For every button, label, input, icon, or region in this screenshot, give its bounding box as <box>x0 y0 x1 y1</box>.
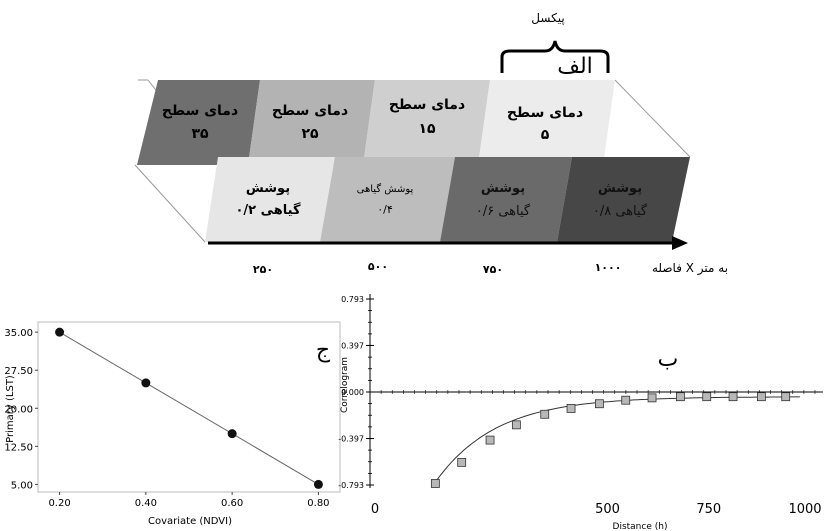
lst-value-2: ۲۵ <box>301 126 319 142</box>
right-data-point <box>621 395 631 405</box>
right-data-point <box>702 392 712 402</box>
ndvi-line2-2: ۰/۴ <box>377 203 393 216</box>
right-data-point <box>781 392 791 402</box>
axis-tick-250: ۲۵۰ <box>253 263 273 276</box>
right-model-curve <box>434 396 800 483</box>
left-y-tick-label: 5.00 <box>11 480 33 491</box>
left-x-tick-label: 0.40 <box>135 498 157 509</box>
right-x-axis: 0 500 750 1000 <box>371 502 822 517</box>
right-data-point <box>457 457 467 467</box>
left-y-tick-label: 35.00 <box>4 328 33 339</box>
left-x-tick-label: 0.60 <box>221 498 243 509</box>
ndvi-line2-1: گیاهی ۰/۲ <box>235 202 301 218</box>
left-y-tick-label: 27.50 <box>4 366 33 377</box>
right-data-point <box>595 399 604 409</box>
ndvi-cell-08 <box>557 157 690 242</box>
right-data-point <box>485 435 495 445</box>
arrow-head-icon <box>672 236 688 250</box>
ndvi-line1-3: پوشش <box>481 181 525 196</box>
lst-cell-25 <box>248 80 375 165</box>
ndvi-lst-scatter-chart: 5.00 12.50 20.00 27.50 35.00 0.20 0.40 0.60 0.8… <box>4 321 341 527</box>
lst-cell-35 <box>137 80 260 165</box>
lst-cell-5 <box>478 80 615 165</box>
axis-tick-750: ۷۵۰ <box>483 263 503 276</box>
right-data-point <box>540 409 550 419</box>
left-chart-frame <box>37 321 341 493</box>
right-data-point <box>728 392 738 402</box>
upper-row: دمای سطح ۳۵ دمای سطح ۲۵ دمای سطح ۱۵ دمای… <box>137 80 615 165</box>
left-plot-area <box>55 327 323 489</box>
pixel-label: پیکسل <box>531 11 564 25</box>
right-plot-area <box>430 392 800 488</box>
label-alef: الف <box>557 54 593 79</box>
left-data-point <box>141 378 151 388</box>
left-data-point <box>55 327 65 337</box>
right-x-tick-label: 750 <box>696 502 721 517</box>
left-y-axis: 5.00 12.50 20.00 27.50 35.00 <box>4 328 38 491</box>
right-y-tick-label: 0.000 <box>341 388 364 397</box>
left-trend-line <box>59 331 319 485</box>
left-y-axis-label: Primary (LST) <box>5 375 16 443</box>
left-y-tick-label: 12.50 <box>4 442 33 453</box>
right-y-tick-label: 0.397 <box>341 341 364 350</box>
right-x-tick-label: 1000 <box>788 502 821 517</box>
pixel-brace <box>500 40 610 73</box>
right-data-point <box>566 404 576 413</box>
label-jim: ج <box>316 338 331 363</box>
right-data-point <box>757 392 766 402</box>
lst-title-1: دمای سطح <box>162 103 238 119</box>
label-be: ب <box>658 347 679 372</box>
lst-cell-15 <box>363 80 490 165</box>
lst-value-4: ۵ <box>541 127 550 143</box>
left-x-tick-label: 0.80 <box>307 498 329 509</box>
right-x-axis-label: Distance (h) <box>613 522 668 531</box>
lower-row: پوشش گیاهی ۰/۲ پوشش گیاهی ۰/۴ پوشش گیاهی… <box>205 157 690 242</box>
axis-tick-500: ۵۰۰ <box>368 260 388 273</box>
axis-tick-1000: ۱۰۰۰ <box>595 261 622 274</box>
lst-title-4: دمای سطح <box>507 105 583 121</box>
right-y-tick-label: -0.397 <box>338 435 364 444</box>
left-y-tick-label: 20.00 <box>4 404 33 415</box>
left-data-point <box>227 429 237 439</box>
right-y-axis-label: Correlogram <box>340 357 350 413</box>
right-data-point <box>430 479 440 488</box>
right-data-point <box>647 393 657 403</box>
right-data-point <box>511 420 521 430</box>
right-y-tick-label: -0.793 <box>338 481 364 490</box>
right-data-point <box>676 392 685 402</box>
left-x-axis-label: Covariate (NDVI) <box>148 516 232 527</box>
ndvi-cell-06 <box>440 157 572 242</box>
left-data-point <box>313 479 323 489</box>
ndvi-line1-1: پوشش <box>246 181 290 196</box>
ndvi-line1-2: پوشش گیاهی <box>357 183 414 195</box>
lst-value-1: ۳۵ <box>191 126 209 142</box>
lst-title-3: دمای سطح <box>389 97 465 113</box>
left-x-tick-label: 0.20 <box>48 498 70 509</box>
lst-value-3: ۱۵ <box>418 121 436 137</box>
ndvi-line2-4: گیاهی ۰/۸ <box>593 203 648 219</box>
ndvi-cell-04 <box>320 157 455 242</box>
ndvi-line2-3: گیاهی ۰/۶ <box>476 203 531 219</box>
right-axes <box>368 294 823 488</box>
right-x-tick-label: 0 <box>371 502 379 517</box>
left-x-axis: 0.20 0.40 0.60 0.80 <box>48 492 330 509</box>
ndvi-cell-02 <box>205 157 335 242</box>
axis-distance-label: فاصله X به متر <box>652 261 728 276</box>
right-y-axis: 0.793 0.397 0.000 -0.397 -0.793 <box>338 295 374 490</box>
lst-title-2: دمای سطح <box>272 103 348 119</box>
pixel-diagram: دمای سطح ۳۵ دمای سطح ۲۵ دمای سطح ۱۵ دمای… <box>134 11 728 276</box>
right-x-tick-label: 500 <box>595 502 620 517</box>
ndvi-line1-4: پوشش <box>598 181 642 196</box>
right-y-tick-label: 0.793 <box>341 295 364 304</box>
